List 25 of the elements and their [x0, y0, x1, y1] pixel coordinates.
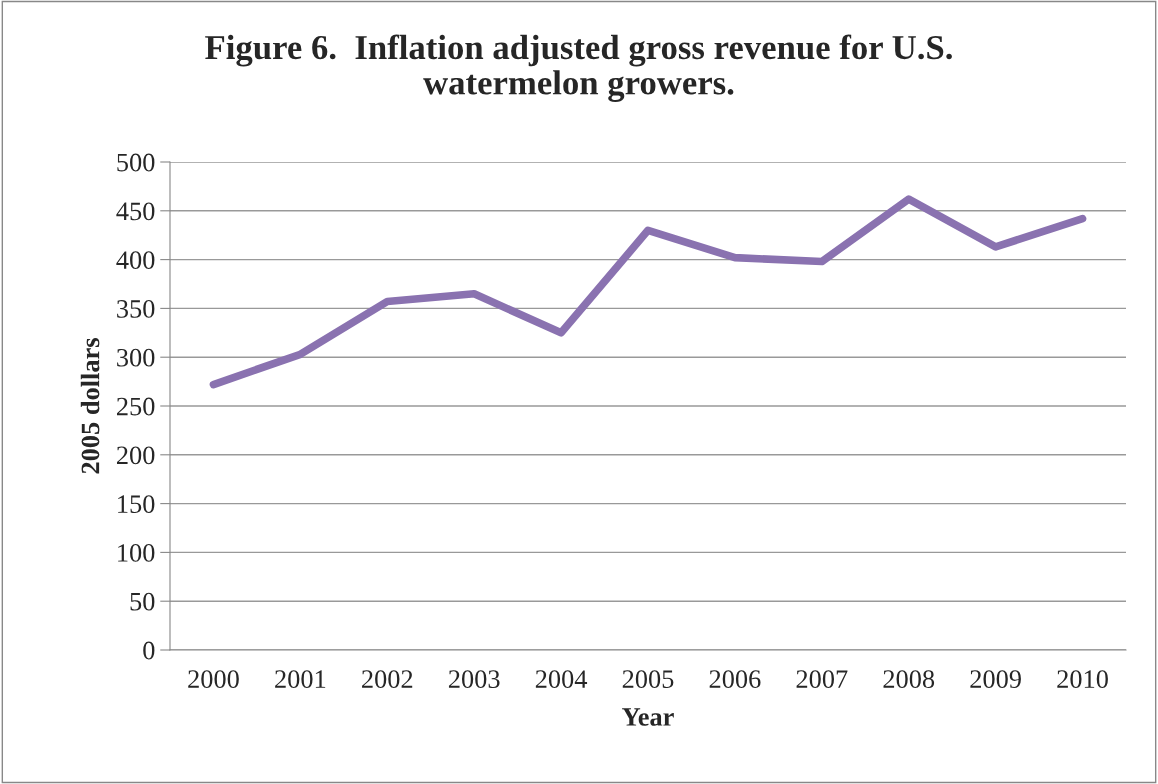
chart-title: Figure 6. Inflation adjusted gross revenue for U.S. watermelon growers.	[205, 34, 952, 102]
y-tick-label: 250	[116, 397, 155, 416]
x-tick-label: 2009	[970, 670, 1021, 689]
x-tick-label: 2001	[275, 670, 326, 689]
y-tick-label: 300	[117, 348, 155, 367]
y-axis-title: 2005 dollars	[80, 338, 100, 474]
x-tick-label: 2006	[709, 670, 761, 689]
x-axis-title: Year	[622, 708, 674, 726]
y-tick-label: 400	[116, 251, 155, 270]
y-tick-label: 200	[116, 446, 155, 465]
y-tick-label: 150	[118, 495, 155, 514]
y-tick-label: 50	[130, 592, 155, 611]
y-tick-label: 0	[143, 641, 155, 660]
y-tick-label: 350	[117, 300, 155, 318]
x-tick-label: 2000	[188, 670, 239, 689]
y-tick-label: 500	[117, 153, 155, 172]
x-tick-label: 2008	[883, 670, 935, 689]
x-tick-label: 2007	[796, 670, 848, 689]
x-tick-label: 2003	[448, 670, 500, 689]
y-tick-label: 450	[116, 202, 155, 221]
x-tick-label: 2004	[535, 670, 588, 689]
x-tick-label: 2002	[362, 670, 413, 689]
x-tick-label: 2010	[1057, 670, 1108, 689]
y-tick-label: 100	[118, 544, 155, 562]
x-tick-label: 2005	[622, 670, 674, 689]
